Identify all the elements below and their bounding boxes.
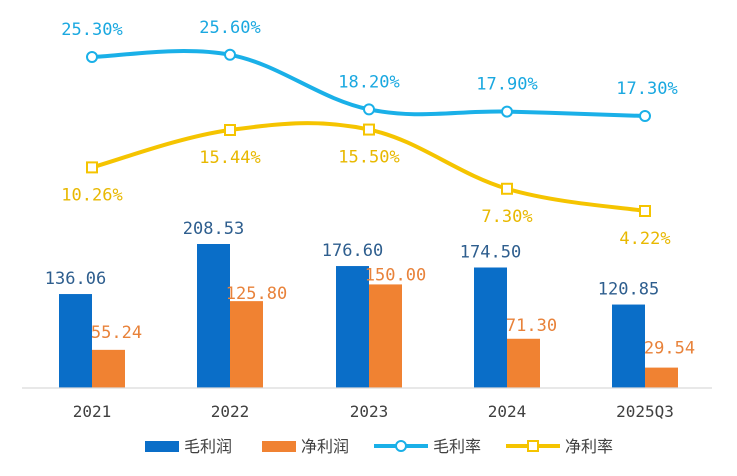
point-gross-margin bbox=[363, 103, 375, 116]
data-labels-layer: 136.06 55.24 208.53 125.80 176.60 150.00 174.5… bbox=[45, 18, 695, 359]
bar-gross-profit bbox=[612, 304, 645, 388]
data-label-net-profit: 150.00 bbox=[365, 265, 426, 285]
point-gross-margin bbox=[501, 105, 513, 118]
data-label-net-profit: 71.30 bbox=[506, 316, 557, 336]
legend: 毛利润 净利润 毛利率 净利率 bbox=[145, 437, 613, 456]
data-label-net-profit: 125.80 bbox=[226, 284, 287, 304]
legend-label-gross-profit: 毛利润 bbox=[184, 437, 232, 456]
data-label-gross-margin: 18.20% bbox=[338, 72, 399, 92]
bars-layer bbox=[59, 244, 678, 388]
legend-swatch-gross-profit bbox=[145, 441, 179, 452]
bar-net-profit bbox=[230, 301, 263, 388]
point-net-margin bbox=[86, 161, 98, 174]
data-label-net-profit: 55.24 bbox=[91, 323, 142, 343]
lines-layer bbox=[86, 48, 651, 217]
data-label-gross-profit: 176.60 bbox=[322, 241, 383, 261]
data-label-net-profit: 29.54 bbox=[644, 339, 695, 359]
data-label-gross-profit: 120.85 bbox=[598, 280, 659, 300]
data-label-net-margin: 10.26% bbox=[61, 185, 122, 205]
point-gross-margin bbox=[86, 51, 98, 63]
data-label-gross-margin: 25.30% bbox=[61, 20, 122, 40]
data-label-gross-profit: 208.53 bbox=[183, 219, 244, 239]
bar-net-profit bbox=[645, 367, 678, 388]
x-tick-label: 2021 bbox=[73, 402, 112, 421]
data-label-gross-margin: 17.90% bbox=[476, 75, 537, 95]
data-label-gross-profit: 136.06 bbox=[45, 269, 106, 289]
legend-marker-gross-margin bbox=[395, 440, 407, 452]
point-net-margin bbox=[639, 205, 651, 217]
bar-gross-profit bbox=[59, 294, 92, 388]
bar-net-profit bbox=[369, 284, 402, 388]
bar-gross-profit bbox=[336, 266, 369, 388]
data-label-net-margin: 7.30% bbox=[481, 207, 532, 227]
x-tick-label: 2024 bbox=[488, 402, 527, 421]
data-label-gross-margin: 17.30% bbox=[616, 79, 677, 99]
point-net-margin bbox=[501, 182, 513, 195]
bar-net-profit bbox=[507, 338, 540, 388]
bar-gross-profit bbox=[474, 267, 507, 388]
point-net-margin bbox=[363, 123, 375, 136]
legend-marker-net-margin bbox=[527, 440, 539, 452]
x-tick-label: 2023 bbox=[350, 402, 389, 421]
data-label-gross-margin: 25.60% bbox=[199, 18, 260, 38]
legend-label-gross-margin: 毛利率 bbox=[433, 437, 481, 456]
legend-label-net-profit: 净利润 bbox=[301, 437, 349, 456]
x-tick-label: 2025Q3 bbox=[616, 402, 674, 421]
data-label-net-margin: 15.50% bbox=[338, 148, 399, 168]
point-gross-margin bbox=[224, 48, 236, 61]
data-label-net-margin: 4.22% bbox=[619, 229, 670, 249]
x-tick-label: 2022 bbox=[211, 402, 250, 421]
x-tick-labels: 2021 2022 2023 2024 2025Q3 bbox=[73, 402, 674, 421]
legend-label-net-margin: 净利率 bbox=[565, 437, 613, 456]
bar-net-profit bbox=[92, 349, 125, 388]
point-net-margin bbox=[224, 124, 236, 136]
point-gross-margin bbox=[639, 110, 651, 122]
data-label-net-margin: 15.44% bbox=[199, 148, 260, 168]
legend-swatch-net-profit bbox=[262, 441, 296, 452]
data-label-gross-profit: 174.50 bbox=[460, 242, 521, 262]
bar-gross-profit bbox=[197, 244, 230, 388]
